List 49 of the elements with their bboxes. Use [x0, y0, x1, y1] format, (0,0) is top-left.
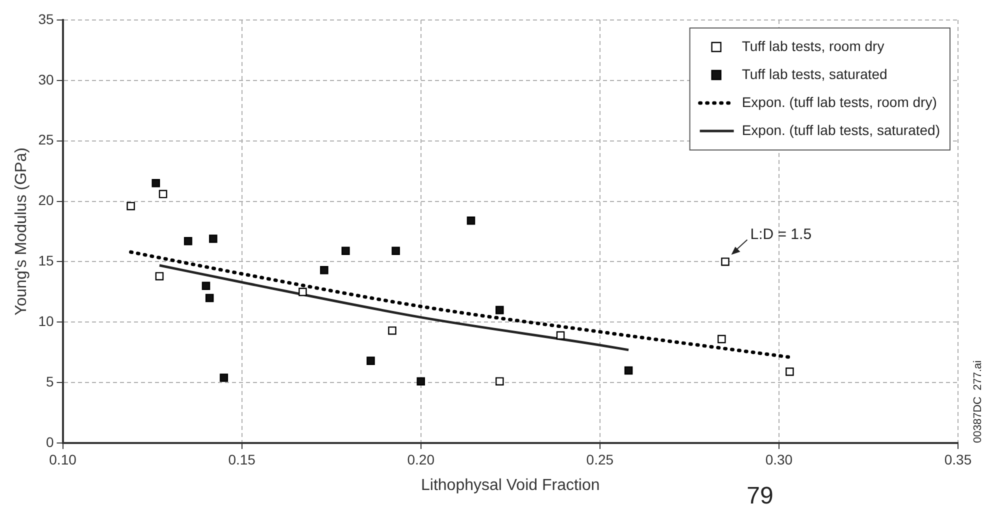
x-tick-label: 0.10: [49, 451, 77, 468]
x-tick-label: 0.30: [765, 451, 793, 468]
point: [209, 234, 218, 243]
point: [496, 306, 504, 314]
point: [184, 237, 192, 246]
point: [388, 326, 396, 335]
point: [152, 179, 160, 188]
point: [202, 282, 210, 290]
point: [718, 334, 726, 344]
y-axis-title: Young's Modulus (GPa): [13, 148, 30, 316]
text: 00387DC 277.ai: [972, 360, 984, 443]
point: [556, 331, 565, 340]
point: [298, 288, 307, 296]
point: [624, 366, 633, 375]
y-tick-label: 0: [46, 434, 54, 450]
annotation: L:D = 1.5: [750, 226, 812, 243]
point: [342, 246, 350, 255]
y-tick-label: 25: [38, 132, 54, 148]
legend-label: Tuff lab tests, room dry: [742, 38, 884, 54]
text: 79: [746, 482, 774, 510]
point: [392, 246, 400, 255]
y-tick-label: 20: [38, 192, 54, 208]
y-tick-label: 5: [46, 373, 54, 390]
point: [466, 216, 476, 225]
point: [721, 258, 730, 266]
point: [786, 368, 794, 376]
point: [158, 190, 168, 198]
point: [220, 374, 228, 382]
legend-label: Expon. (tuff lab tests, saturated): [742, 122, 940, 138]
point: [205, 294, 214, 302]
x-tick-label: 0.20: [407, 451, 435, 468]
x-tick-label: 0.15: [228, 451, 256, 468]
legend-label: Expon. (tuff lab tests, room dry): [742, 94, 937, 110]
x-tick-label: 0.25: [586, 451, 614, 468]
point: [320, 266, 328, 274]
y-tick-label: 35: [38, 10, 54, 27]
point: [366, 356, 375, 365]
y-tick-label: 30: [38, 71, 54, 88]
point: [155, 272, 164, 280]
point: [416, 377, 425, 386]
x-tick-label: 0.35: [944, 451, 972, 468]
point: [126, 202, 135, 210]
x-axis-title: Lithophysal Void Fraction: [420, 476, 600, 494]
y-tick-label: 10: [38, 313, 54, 329]
line-series: [158, 264, 630, 352]
line-series: [129, 250, 792, 359]
legend-label: Tuff lab tests, saturated: [742, 66, 888, 82]
point: [496, 377, 504, 386]
y-tick-label: 15: [38, 252, 54, 269]
